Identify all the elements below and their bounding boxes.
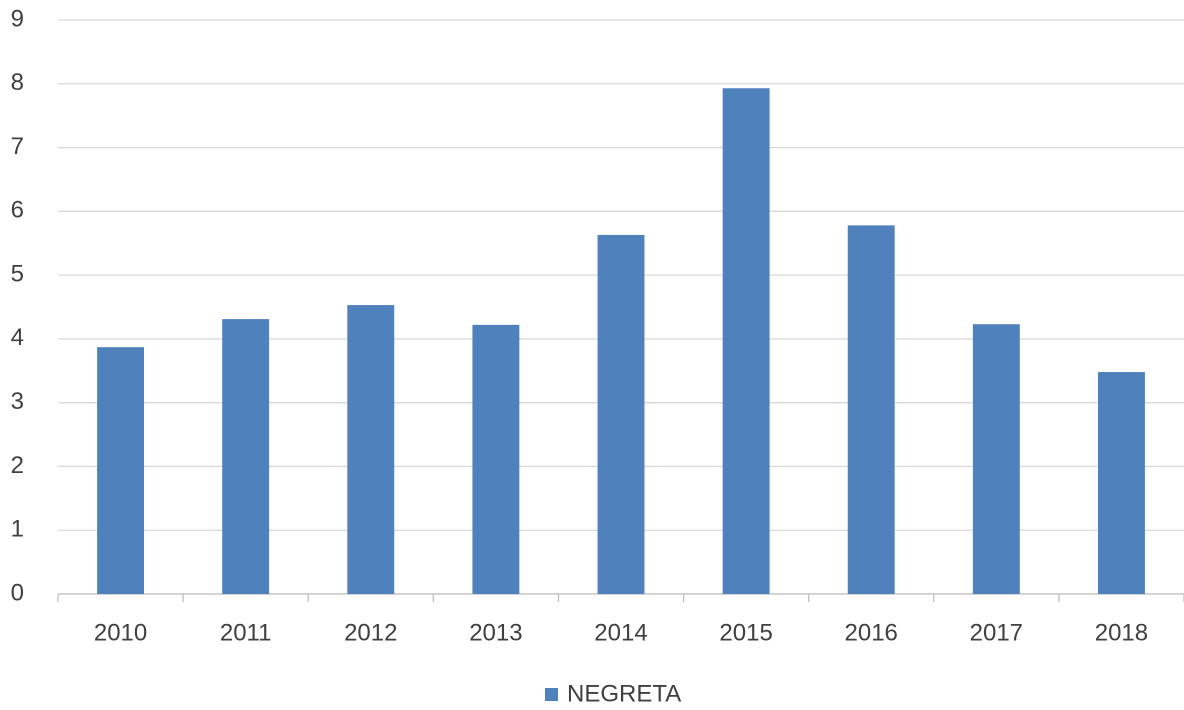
y-tick-label: 1 bbox=[11, 516, 24, 543]
legend-swatch bbox=[545, 688, 558, 701]
x-tick-label: 2018 bbox=[1095, 619, 1148, 646]
x-tick-label: 2016 bbox=[845, 619, 898, 646]
bar bbox=[847, 225, 895, 594]
y-tick-label: 7 bbox=[11, 133, 24, 160]
bar bbox=[472, 324, 520, 594]
x-tick-label: 2014 bbox=[594, 619, 647, 646]
legend-label: NEGRETA bbox=[567, 680, 681, 707]
y-tick-label: 5 bbox=[11, 260, 24, 287]
bar bbox=[222, 319, 270, 594]
bar bbox=[1097, 372, 1145, 594]
y-tick-label: 3 bbox=[11, 388, 24, 415]
x-tick-label: 2010 bbox=[94, 619, 147, 646]
y-tick-label: 2 bbox=[11, 452, 24, 479]
x-tick-label: 2017 bbox=[970, 619, 1023, 646]
x-tick-label: 2012 bbox=[344, 619, 397, 646]
bar bbox=[597, 234, 645, 595]
y-tick-label: 0 bbox=[11, 579, 24, 606]
bar bbox=[347, 305, 395, 594]
y-tick-label: 6 bbox=[11, 197, 24, 224]
x-tick-label: 2011 bbox=[220, 619, 272, 646]
y-tick-label: 8 bbox=[11, 69, 24, 96]
y-tick-label: 9 bbox=[11, 5, 24, 32]
bar bbox=[97, 347, 145, 594]
x-tick-label: 2013 bbox=[469, 619, 522, 646]
bar bbox=[972, 324, 1020, 594]
x-tick-label: 2015 bbox=[719, 619, 772, 646]
bar bbox=[722, 88, 770, 595]
y-tick-label: 4 bbox=[11, 324, 24, 351]
